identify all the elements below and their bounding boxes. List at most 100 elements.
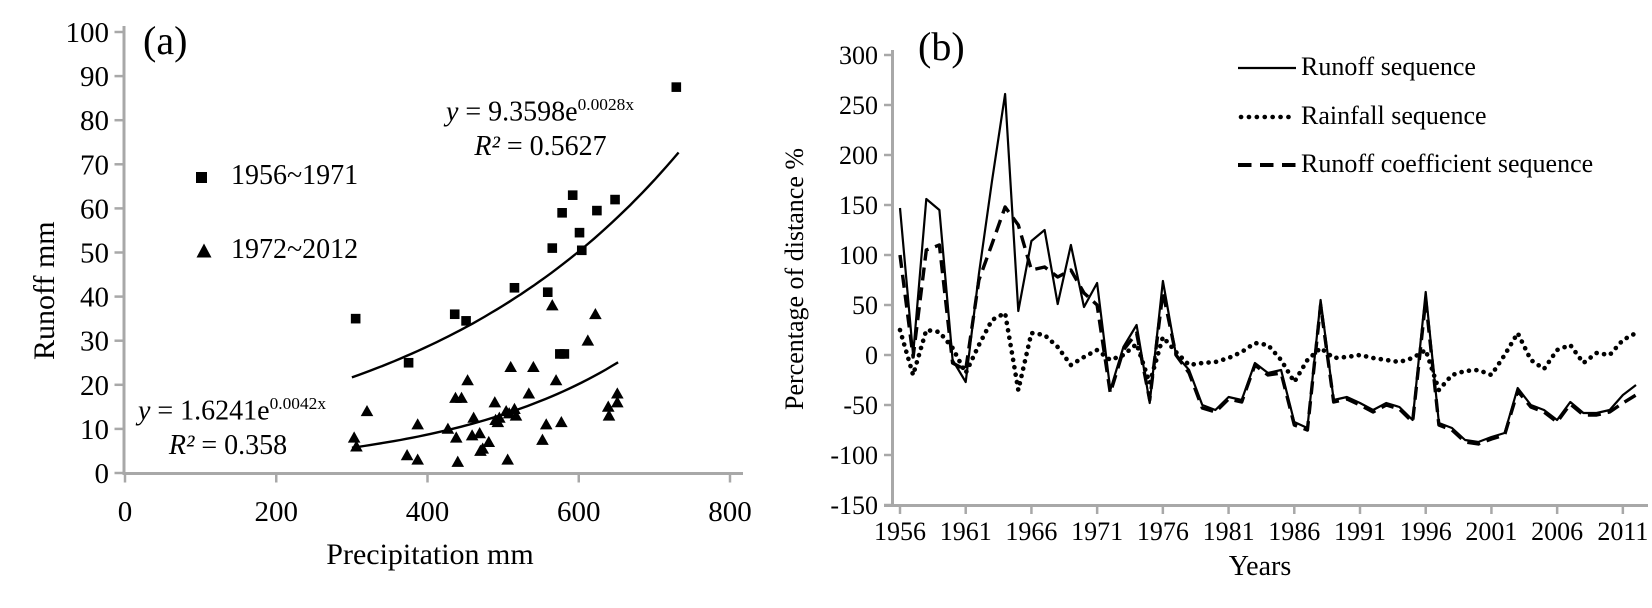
panel-b-y-tick-label: 0 bbox=[865, 341, 878, 370]
panel-a-x-tick-label: 400 bbox=[406, 496, 450, 528]
scatter-triangle-point bbox=[501, 453, 514, 465]
scatter-square-point bbox=[403, 357, 414, 368]
scatter-triangle-point bbox=[488, 396, 502, 408]
panel-a-label: (a) bbox=[143, 18, 188, 63]
legend-b-item-runoff-coefficient: Runoff coefficient sequence bbox=[1301, 149, 1594, 178]
scatter-triangle-point bbox=[476, 442, 490, 454]
panel-a-x-tick-label: 200 bbox=[255, 496, 299, 528]
equation-lower-r2-val: = 0.358 bbox=[194, 430, 288, 461]
scatter-square-point bbox=[449, 309, 460, 320]
scatter-triangle-point bbox=[589, 307, 602, 320]
scatter-triangle-point bbox=[482, 435, 496, 448]
panel-b-y-tick-label: 300 bbox=[839, 41, 878, 70]
scatter-square-point bbox=[461, 316, 471, 326]
equation-lower-r2-var: R² bbox=[168, 430, 195, 461]
panel-b-x-tick-label: 1956 bbox=[874, 517, 926, 546]
scatter-triangle-point bbox=[360, 404, 374, 417]
scatter-triangle-point bbox=[527, 360, 540, 373]
legend-a-item-1972-2012: 1972~2012 bbox=[231, 234, 359, 265]
panel-b-y-tick-label: -50 bbox=[843, 391, 878, 420]
panel-b-x-tick-label: 1966 bbox=[1005, 517, 1057, 546]
scatter-triangle-point bbox=[601, 400, 615, 412]
scatter-triangle-point bbox=[441, 422, 455, 434]
equation-upper-r2: R² = 0.5627 bbox=[448, 131, 633, 163]
panel-b-y-tick-label: 150 bbox=[839, 191, 878, 220]
panel-b-axes bbox=[884, 50, 1648, 507]
scatter-triangle-point bbox=[522, 387, 536, 399]
scatter-triangle-point bbox=[536, 433, 549, 445]
panel-b-y-tick-label: 100 bbox=[839, 241, 878, 270]
panel-b-x-tick-label: 1986 bbox=[1268, 517, 1320, 546]
scatter-triangle-point bbox=[539, 418, 553, 430]
series-line-dashed bbox=[898, 205, 1637, 446]
panel-a-y-tick-label: 0 bbox=[95, 458, 110, 490]
trendline-upper bbox=[351, 151, 680, 379]
panel-a-y-tick-label: 50 bbox=[80, 238, 109, 270]
scatter-triangle-point bbox=[350, 440, 363, 452]
equation-upper-r2-val: = 0.5627 bbox=[499, 131, 607, 162]
scatter-square-point bbox=[576, 245, 587, 256]
equation-upper-var: y bbox=[445, 96, 459, 128]
equation-lower-exp: 0.0042x bbox=[269, 394, 327, 413]
panel-a-y-tick-label: 70 bbox=[80, 149, 109, 181]
panel-b-x-axis-title: Years bbox=[1228, 551, 1292, 582]
scatter-triangle-point bbox=[555, 415, 568, 428]
scatter-square-point bbox=[567, 190, 578, 200]
equation-lower: y = 1.6241e0.0042x bbox=[116, 394, 348, 428]
panel-b-y-tick-label: -100 bbox=[830, 441, 878, 470]
panel-a-y-axis-title: Runoff mm bbox=[28, 221, 61, 360]
panel-b-y-tick-label: 250 bbox=[839, 91, 878, 120]
scatter-square-point bbox=[574, 227, 585, 238]
panel-a-y-tick-label: 80 bbox=[80, 105, 109, 137]
scatter-square-point bbox=[671, 82, 682, 92]
panel-b-x-tick-label: 1976 bbox=[1137, 517, 1189, 546]
scatter-triangle-point bbox=[549, 374, 563, 386]
scatter-square-point bbox=[542, 287, 553, 297]
equation-lower-r2: R² = 0.358 bbox=[138, 430, 318, 462]
scatter-triangle-point bbox=[451, 455, 465, 467]
equation-upper-exp: 0.0028x bbox=[577, 95, 635, 114]
scatter-triangle-point bbox=[473, 427, 486, 439]
scatter-triangle-point bbox=[449, 431, 463, 443]
scatter-triangle-point bbox=[611, 387, 624, 399]
panel-a-y-tick-label: 20 bbox=[80, 370, 109, 402]
scatter-triangle-point bbox=[455, 391, 468, 403]
scatter-square-point bbox=[592, 205, 602, 216]
scatter-triangle-point bbox=[400, 449, 414, 461]
panel-a-y-tick-label: 60 bbox=[80, 193, 109, 225]
scatter-square-point bbox=[350, 313, 361, 324]
scatter-triangle-point bbox=[509, 409, 523, 421]
scatter-triangle-point bbox=[467, 411, 480, 423]
panel-b-x-tick-label: 1971 bbox=[1071, 517, 1123, 546]
panel-a-x-tick-label: 800 bbox=[708, 496, 752, 528]
panel-a-y-tick-label: 90 bbox=[80, 61, 109, 93]
panel-a-x-tick-label: 600 bbox=[557, 496, 601, 528]
panel-a-y-tick-label: 10 bbox=[80, 414, 109, 446]
legend-a-item-1956-1971: 1956~1971 bbox=[231, 160, 359, 191]
scatter-triangle-point bbox=[461, 374, 474, 386]
panel-a-x-tick-label: 0 bbox=[118, 496, 133, 528]
scatter-triangle-point bbox=[602, 409, 616, 421]
panel-b-y-tick-label: -150 bbox=[830, 491, 878, 520]
panel-b-x-tick-label: 1961 bbox=[940, 517, 992, 546]
scatter-triangle-point bbox=[411, 453, 424, 465]
panel-a-x-axis-title: Precipitation mm bbox=[326, 538, 534, 571]
scatter-triangle-point bbox=[504, 360, 517, 373]
trendline-lower bbox=[351, 361, 619, 449]
legend-b-item-runoff: Runoff sequence bbox=[1301, 52, 1476, 81]
panel-b-y-tick-label: 50 bbox=[852, 291, 878, 320]
panel-b-x-tick-label: 1991 bbox=[1334, 517, 1386, 546]
scatter-triangle-point bbox=[493, 411, 506, 423]
panel-b-y-axis-title: Percentage of distance % bbox=[780, 147, 809, 410]
panel-a-y-tick-label: 30 bbox=[80, 326, 109, 358]
panel-b-y-tick-label: 200 bbox=[839, 141, 878, 170]
scatter-triangle-point bbox=[347, 431, 361, 443]
equation-upper-mid: = 9.3598e bbox=[458, 96, 578, 128]
equation-upper: y = 9.3598e0.0028x bbox=[425, 95, 655, 129]
scatter-square-point bbox=[559, 349, 570, 359]
legend-a-square-marker bbox=[196, 172, 207, 183]
panel-b-x-tick-label: 1981 bbox=[1203, 517, 1255, 546]
scatter-square-point bbox=[547, 243, 558, 253]
